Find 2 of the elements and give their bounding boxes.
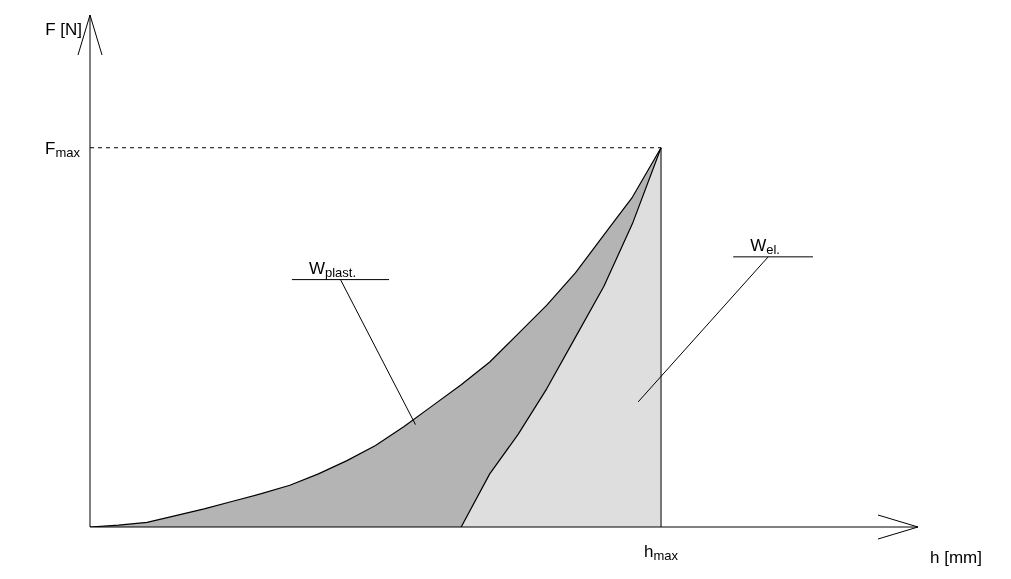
x-axis-title: h [mm] <box>930 548 982 567</box>
text: F [N] <box>45 20 83 39</box>
